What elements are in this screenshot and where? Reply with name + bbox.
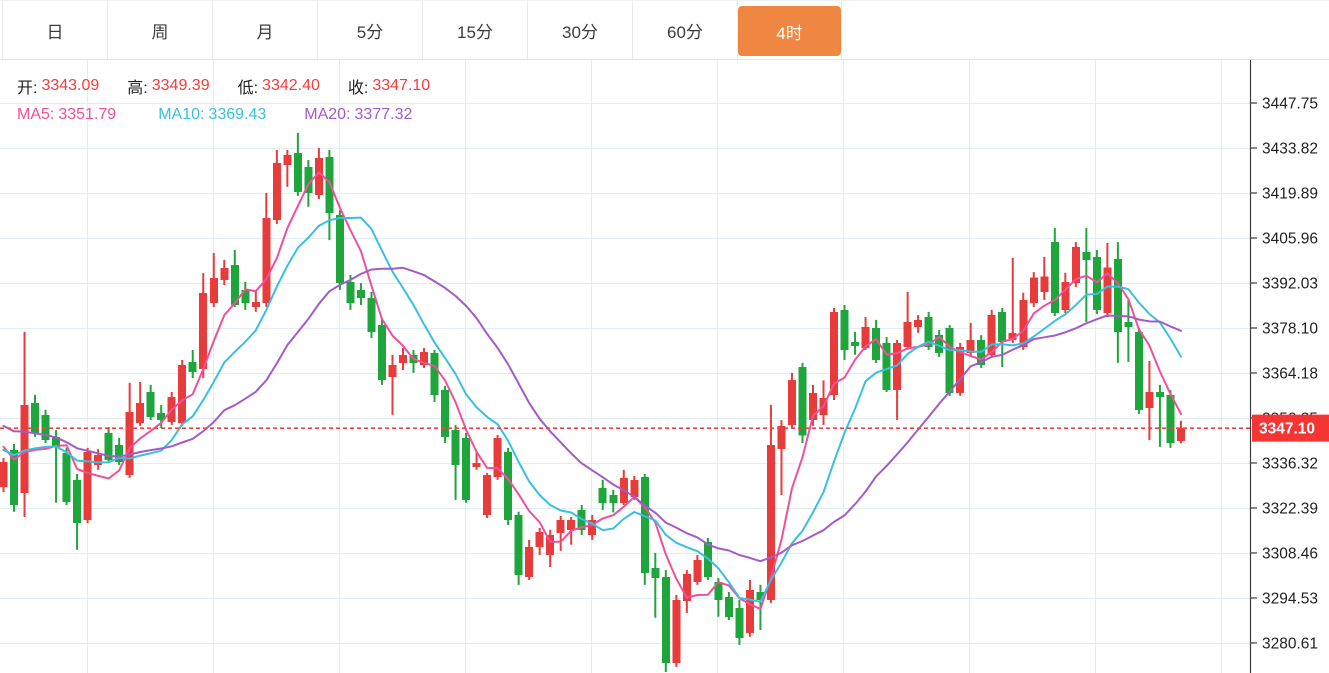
ma5-value: 3351.79 (58, 106, 117, 123)
tabbar-filler (842, 1, 1329, 59)
svg-text:3280.61: 3280.61 (1262, 635, 1318, 652)
candlestick-chart-canvas[interactable]: 3447.75 3433.82 3419.89 3405.96 3392.03 3378.… (0, 60, 1329, 673)
ma10-label: MA10: (158, 106, 205, 123)
high-label: 高: (127, 80, 148, 97)
high-value: 3349.39 (151, 77, 210, 94)
svg-text:3433.82: 3433.82 (1262, 141, 1318, 158)
svg-text:3447.75: 3447.75 (1262, 96, 1318, 113)
ma10-value: 3369.43 (208, 106, 267, 123)
tab-4hour-active[interactable]: 4时 (738, 6, 841, 56)
tab-60min[interactable]: 60分 (632, 1, 738, 59)
ma20-value: 3377.32 (354, 106, 413, 123)
tab-4hour-wrap: 4时 (738, 1, 842, 59)
tab-week[interactable]: 周 (107, 1, 213, 59)
period-tabbar: 日 周 月 5分 15分 30分 60分 4时 (0, 0, 1329, 60)
last-price-tag: 3347.10 (1259, 421, 1315, 438)
svg-text:3419.89: 3419.89 (1262, 186, 1318, 203)
svg-text:3308.46: 3308.46 (1262, 545, 1318, 562)
open-label: 开: (17, 80, 38, 97)
tab-30min[interactable]: 30分 (527, 1, 633, 59)
svg-text:3294.53: 3294.53 (1262, 590, 1318, 607)
svg-text:3322.39: 3322.39 (1262, 500, 1318, 517)
low-value: 3342.40 (262, 77, 320, 94)
svg-text:3364.18: 3364.18 (1262, 365, 1318, 382)
tab-month[interactable]: 月 (212, 1, 318, 59)
low-label: 低: (237, 80, 259, 97)
tab-5min[interactable]: 5分 (317, 1, 423, 59)
svg-text:3336.32: 3336.32 (1262, 455, 1318, 472)
tab-15min[interactable]: 15分 (422, 1, 528, 59)
tab-day[interactable]: 日 (2, 1, 108, 59)
ma-legend: MA5: 3351.79 MA10: 3369.43 MA20: 3377.32 (17, 105, 412, 125)
ma5-label: MA5: (17, 106, 55, 123)
svg-text:3405.96: 3405.96 (1262, 231, 1318, 248)
close-value: 3347.10 (372, 77, 431, 94)
close-label: 收: (347, 80, 369, 97)
open-value: 3343.09 (41, 77, 100, 94)
svg-text:3392.03: 3392.03 (1262, 276, 1318, 293)
ma20-label: MA20: (304, 106, 351, 123)
ohlc-legend: 开: 3343.09 高: 3349.39 低: 3342.40 收: 3347… (17, 76, 458, 97)
svg-text:3378.10: 3378.10 (1262, 321, 1318, 338)
